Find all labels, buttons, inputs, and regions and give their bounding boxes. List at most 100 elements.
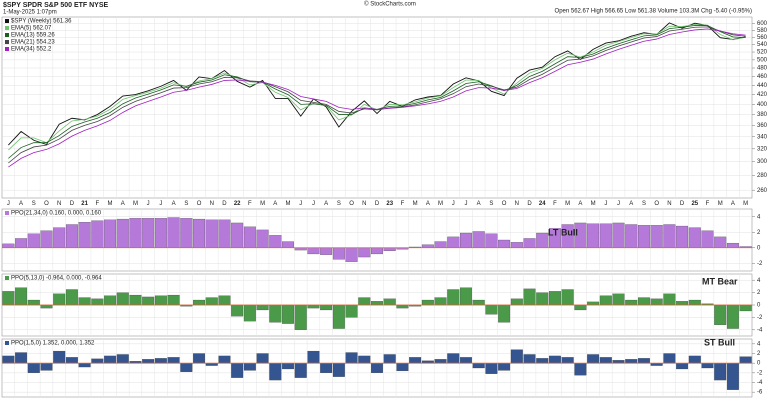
annotation: LT Bull [548, 227, 578, 237]
histogram-bar [726, 304, 739, 329]
histogram-bar [231, 363, 244, 378]
y-tick-label: 4 [757, 341, 761, 347]
histogram-bar [243, 363, 256, 371]
histogram-bar [612, 293, 625, 306]
histogram-bar [663, 224, 676, 248]
x-tick-label: 24 [539, 201, 546, 207]
legend-swatch [5, 19, 9, 23]
x-tick-label: J [299, 201, 302, 207]
histogram-bar [307, 350, 320, 364]
histogram-bar [396, 363, 409, 372]
y-tick-label: 500 [757, 57, 768, 63]
histogram-bar [294, 363, 307, 378]
histogram-bar [599, 223, 612, 248]
x-tick-label: M [286, 201, 291, 207]
histogram-bar [142, 218, 155, 248]
histogram-bar [447, 289, 460, 306]
histogram-bar [332, 304, 345, 329]
histogram-bar [434, 359, 447, 364]
histogram-bar [472, 363, 485, 369]
x-tick-label: M [108, 201, 113, 207]
y-tick-label: -6 [757, 390, 763, 396]
histogram-bar [587, 354, 600, 364]
x-tick-label: 23 [386, 201, 393, 207]
y-tick-label: 0 [757, 245, 761, 251]
y-tick-label: 2 [757, 290, 761, 296]
x-tick-label: J [617, 201, 620, 207]
histogram-bar [650, 298, 663, 306]
histogram-bar [307, 247, 320, 255]
histogram-bar [332, 363, 345, 377]
histogram-bar [676, 363, 689, 370]
histogram-bar [701, 230, 714, 248]
histogram-bar [510, 242, 523, 248]
chart-title: $SPY SPDR S&P 500 ETF NYSE [3, 2, 109, 9]
x-tick-label: M [718, 201, 723, 207]
histogram-bar [548, 355, 561, 364]
x-tick-label: N [57, 201, 61, 207]
histogram-bar [485, 363, 498, 374]
quote: Open 562.67 High 566.65 Low 561.38 Volum… [555, 9, 752, 15]
histogram-bar [15, 287, 28, 306]
histogram-bar [714, 304, 727, 325]
y-tick-label: 560 [757, 35, 768, 41]
histogram-bar [269, 235, 282, 248]
y-tick-label: 2 [757, 351, 761, 357]
legend-swatch [5, 40, 9, 44]
y-tick-label: 4 [757, 214, 761, 220]
histogram-bar [167, 357, 180, 364]
histogram-bar [320, 363, 333, 373]
ema-line [8, 26, 746, 164]
histogram-bar [65, 357, 78, 364]
chart-date: 1-May-2025 1:07pm [3, 10, 57, 16]
histogram-bar [91, 298, 104, 306]
legend-label: $SPY (Weekly) 561.36 [11, 19, 72, 25]
y-tick-label: 380 [757, 112, 768, 118]
histogram-bar [510, 298, 523, 306]
histogram-bar [523, 288, 536, 306]
histogram-bar [243, 304, 256, 322]
y-tick-label: -2 [757, 261, 763, 267]
x-tick-label: A [731, 201, 735, 207]
histogram-bar [243, 226, 256, 248]
histogram-bar [485, 233, 498, 248]
histogram-bar [536, 358, 549, 364]
y-tick-label: 540 [757, 42, 768, 48]
histogram-bar [498, 363, 511, 371]
x-tick-label: J [147, 201, 150, 207]
x-tick-label: S [184, 201, 188, 207]
histogram-bar [2, 291, 15, 306]
histogram-bar [676, 225, 689, 248]
y-tick-label: 520 [757, 50, 768, 56]
histogram-bar [104, 219, 117, 248]
x-tick-label: M [743, 201, 748, 207]
histogram-bar [409, 357, 422, 364]
y-tick-label: 420 [757, 92, 768, 98]
histogram-bar [167, 294, 180, 306]
histogram-bar [256, 353, 269, 364]
x-tick-label: F [706, 201, 710, 207]
x-tick-label: J [312, 201, 315, 207]
histogram-bar [294, 304, 307, 330]
histogram-bar [154, 218, 167, 248]
legend-label: EMA(13) 559.26 [11, 33, 55, 39]
legend-label: EMA(34) 552.2 [11, 47, 52, 53]
x-tick-label: A [19, 201, 23, 207]
histogram-bar [383, 354, 396, 364]
histogram-bar [371, 247, 383, 255]
x-tick-label: M [413, 201, 418, 207]
histogram-bar [40, 363, 53, 371]
x-tick-label: A [273, 201, 277, 207]
histogram-bar [142, 296, 155, 306]
histogram-bar [320, 304, 333, 311]
histogram-bar [167, 217, 180, 248]
ema-line [8, 28, 746, 168]
histogram-bar [447, 236, 460, 248]
histogram-bar [358, 297, 371, 306]
histogram-bar [27, 233, 40, 248]
x-tick-label: S [489, 201, 493, 207]
x-tick-label: J [604, 201, 607, 207]
